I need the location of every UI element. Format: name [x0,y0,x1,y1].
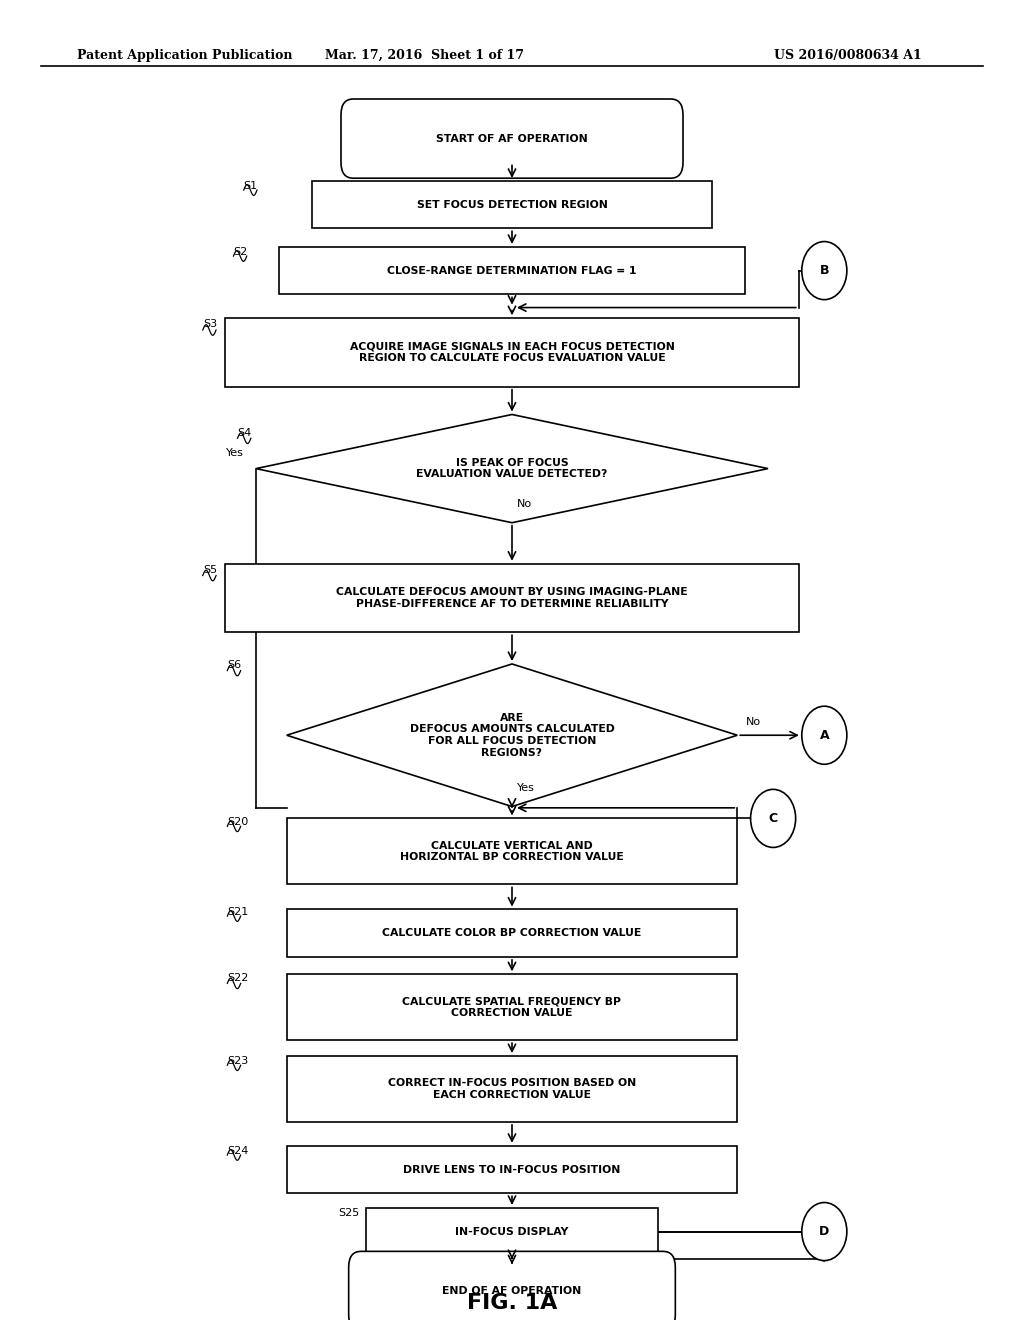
Text: CALCULATE DEFOCUS AMOUNT BY USING IMAGING-PLANE
PHASE-DIFFERENCE AF TO DETERMINE: CALCULATE DEFOCUS AMOUNT BY USING IMAGIN… [336,587,688,609]
Text: Yes: Yes [517,783,535,793]
Text: ACQUIRE IMAGE SIGNALS IN EACH FOCUS DETECTION
REGION TO CALCULATE FOCUS EVALUATI: ACQUIRE IMAGE SIGNALS IN EACH FOCUS DETE… [349,342,675,363]
Text: S4: S4 [238,428,252,438]
Circle shape [802,1203,847,1261]
Circle shape [802,242,847,300]
Text: Patent Application Publication: Patent Application Publication [77,49,292,62]
Text: SET FOCUS DETECTION REGION: SET FOCUS DETECTION REGION [417,199,607,210]
Text: IN-FOCUS DISPLAY: IN-FOCUS DISPLAY [456,1226,568,1237]
Text: IS PEAK OF FOCUS
EVALUATION VALUE DETECTED?: IS PEAK OF FOCUS EVALUATION VALUE DETECT… [417,458,607,479]
Text: DRIVE LENS TO IN-FOCUS POSITION: DRIVE LENS TO IN-FOCUS POSITION [403,1164,621,1175]
Text: No: No [517,499,532,510]
Text: S23: S23 [227,1056,249,1067]
Text: S5: S5 [203,565,217,576]
Bar [287,1056,737,1122]
Text: C: C [769,812,777,825]
Text: CALCULATE COLOR BP CORRECTION VALUE: CALCULATE COLOR BP CORRECTION VALUE [382,928,642,939]
Text: US 2016/0080634 A1: US 2016/0080634 A1 [774,49,922,62]
Bar [367,1208,658,1255]
Text: S2: S2 [233,247,248,257]
Bar [287,974,737,1040]
Text: B: B [819,264,829,277]
Text: END OF AF OPERATION: END OF AF OPERATION [442,1286,582,1296]
Text: Mar. 17, 2016  Sheet 1 of 17: Mar. 17, 2016 Sheet 1 of 17 [326,49,524,62]
Text: S24: S24 [227,1146,249,1156]
Text: S21: S21 [227,907,249,917]
Text: S3: S3 [203,319,217,330]
Text: CLOSE-RANGE DETERMINATION FLAG = 1: CLOSE-RANGE DETERMINATION FLAG = 1 [387,265,637,276]
Text: START OF AF OPERATION: START OF AF OPERATION [436,133,588,144]
Polygon shape [287,664,737,807]
Circle shape [751,789,796,847]
Text: CALCULATE VERTICAL AND
HORIZONTAL BP CORRECTION VALUE: CALCULATE VERTICAL AND HORIZONTAL BP COR… [400,841,624,862]
Text: A: A [819,729,829,742]
Bar [312,181,712,228]
Text: CALCULATE SPATIAL FREQUENCY BP
CORRECTION VALUE: CALCULATE SPATIAL FREQUENCY BP CORRECTIO… [402,997,622,1018]
Text: ARE
DEFOCUS AMOUNTS CALCULATED
FOR ALL FOCUS DETECTION
REGIONS?: ARE DEFOCUS AMOUNTS CALCULATED FOR ALL F… [410,713,614,758]
Text: No: No [745,717,761,727]
Bar [225,318,799,387]
FancyBboxPatch shape [341,99,683,178]
Bar [279,247,745,294]
Text: S22: S22 [227,973,249,983]
Text: CORRECT IN-FOCUS POSITION BASED ON
EACH CORRECTION VALUE: CORRECT IN-FOCUS POSITION BASED ON EACH … [388,1078,636,1100]
Bar [287,909,737,957]
Polygon shape [256,414,768,523]
Bar [287,818,737,884]
Text: S20: S20 [227,817,249,828]
FancyBboxPatch shape [348,1251,676,1320]
Text: S6: S6 [227,660,242,671]
Text: Yes: Yes [226,447,244,458]
Text: S1: S1 [244,181,258,191]
Bar [225,564,799,632]
Text: FIG. 1A: FIG. 1A [467,1294,557,1313]
Text: S25: S25 [338,1208,359,1218]
Text: D: D [819,1225,829,1238]
Circle shape [802,706,847,764]
Bar [287,1146,737,1193]
